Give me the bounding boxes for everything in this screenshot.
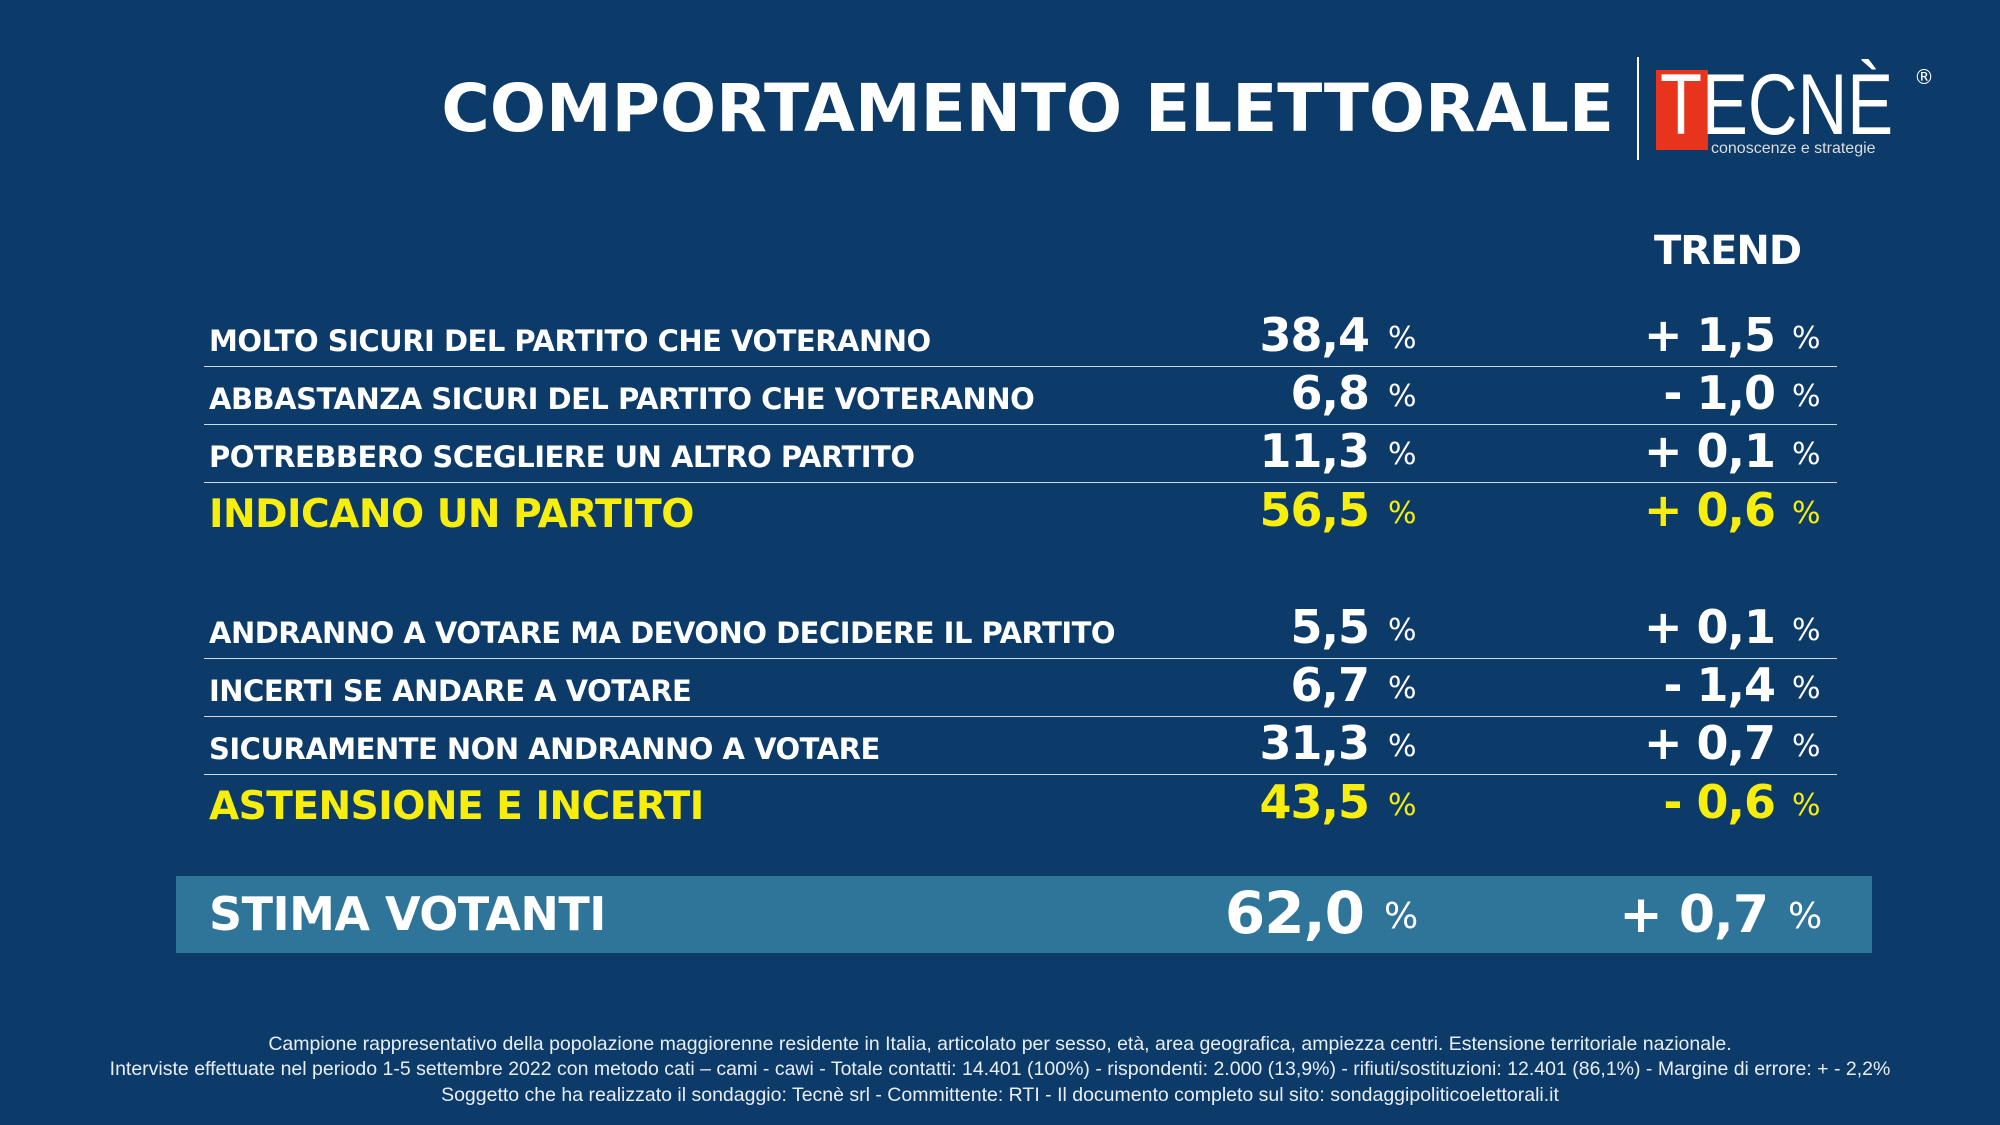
percent-sign: % [1388, 788, 1417, 823]
percent-sign: % [1388, 321, 1417, 356]
table-row: SICURAMENTE NON ANDRANNO A VOTARE 31,3% + … [204, 716, 1837, 775]
table-row: ANDRANNO A VOTARE MA DEVONO DECIDERE IL … [204, 600, 1837, 659]
row-value: 31,3 [1259, 716, 1370, 770]
percent-sign: % [1792, 496, 1821, 531]
subtotal-row: INDICANO UN PARTITO 56,5% + 0,6% [204, 483, 1837, 541]
row-value: 6,8 [1290, 366, 1370, 420]
percent-sign: % [1388, 671, 1417, 706]
row-label: POTREBBERO SCEGLIERE UN ALTRO PARTITO [209, 440, 915, 474]
row-value: 5,5 [1290, 600, 1370, 654]
percent-sign: % [1388, 437, 1417, 472]
row-label: INDICANO UN PARTITO [209, 492, 694, 537]
table-row: ABBASTANZA SICURI DEL PARTITO CHE VOTERA… [204, 366, 1837, 425]
row-trend: + 0,7 [1643, 716, 1776, 770]
logo-word: TECNÈ [1660, 57, 1894, 153]
footer-line: Interviste effettuate nel periodo 1-5 se… [109, 1058, 1891, 1080]
percent-sign: % [1388, 613, 1417, 648]
percent-sign: % [1388, 496, 1417, 531]
row-trend: + 0,7 [1619, 885, 1769, 945]
percent-sign: % [1384, 896, 1419, 937]
logo-red-box [1656, 70, 1708, 150]
header-divider [1637, 57, 1639, 160]
subtotal-row: ASTENSIONE E INCERTI 43,5% - 0,6% [204, 775, 1837, 833]
row-value: 38,4 [1259, 308, 1370, 362]
footer-line: Soggetto che ha realizzato il sondaggio:… [441, 1084, 1559, 1106]
row-label: STIMA VOTANTI [209, 887, 606, 941]
percent-sign: % [1788, 896, 1823, 937]
table-row: POTREBBERO SCEGLIERE UN ALTRO PARTITO 11,… [204, 424, 1837, 483]
row-label: ASTENSIONE E INCERTI [209, 784, 704, 829]
row-value: 56,5 [1259, 483, 1370, 537]
row-trend: + 1,5 [1643, 308, 1776, 362]
trend-header: TREND [1654, 228, 1802, 274]
row-value: 62,0 [1224, 879, 1365, 947]
page-title: COMPORTAMENTO ELETTORALE [441, 70, 1614, 147]
row-label: INCERTI SE ANDARE A VOTARE [209, 674, 692, 708]
row-label: ABBASTANZA SICURI DEL PARTITO CHE VOTERA… [209, 382, 1035, 416]
row-value: 11,3 [1259, 424, 1370, 478]
percent-sign: % [1792, 671, 1821, 706]
percent-sign: % [1792, 729, 1821, 764]
footer-line: Campione rappresentativo della popolazio… [268, 1033, 1732, 1055]
percent-sign: % [1792, 379, 1821, 414]
percent-sign: % [1388, 729, 1417, 764]
row-label: ANDRANNO A VOTARE MA DEVONO DECIDERE IL … [209, 616, 1116, 650]
row-label: SICURAMENTE NON ANDRANNO A VOTARE [209, 732, 880, 766]
percent-sign: % [1792, 788, 1821, 823]
table-row: INCERTI SE ANDARE A VOTARE 6,7% - 1,4% [204, 658, 1837, 717]
row-trend: + 0,6 [1643, 483, 1776, 537]
row-trend: - 0,6 [1663, 775, 1776, 829]
row-trend: - 1,4 [1663, 658, 1776, 712]
row-value: 43,5 [1259, 775, 1370, 829]
registered-mark: ® [1914, 65, 1934, 89]
total-row-stima-votanti: STIMA VOTANTI 62,0 % + 0,7 % [176, 876, 1872, 953]
row-value: 6,7 [1290, 658, 1370, 712]
row-trend: - 1,0 [1663, 366, 1776, 420]
percent-sign: % [1792, 613, 1821, 648]
row-label: MOLTO SICURI DEL PARTITO CHE VOTERANNO [209, 324, 931, 358]
percent-sign: % [1388, 379, 1417, 414]
tecne-logo: TECNÈ conoscenze e strategie ® [1656, 57, 1946, 162]
percent-sign: % [1792, 437, 1821, 472]
table-row: MOLTO SICURI DEL PARTITO CHE VOTERANNO 38… [204, 308, 1837, 367]
row-trend: + 0,1 [1643, 600, 1776, 654]
logo-tagline: conoscenze e strategie [1711, 140, 1876, 157]
row-trend: + 0,1 [1643, 424, 1776, 478]
percent-sign: % [1792, 321, 1821, 356]
